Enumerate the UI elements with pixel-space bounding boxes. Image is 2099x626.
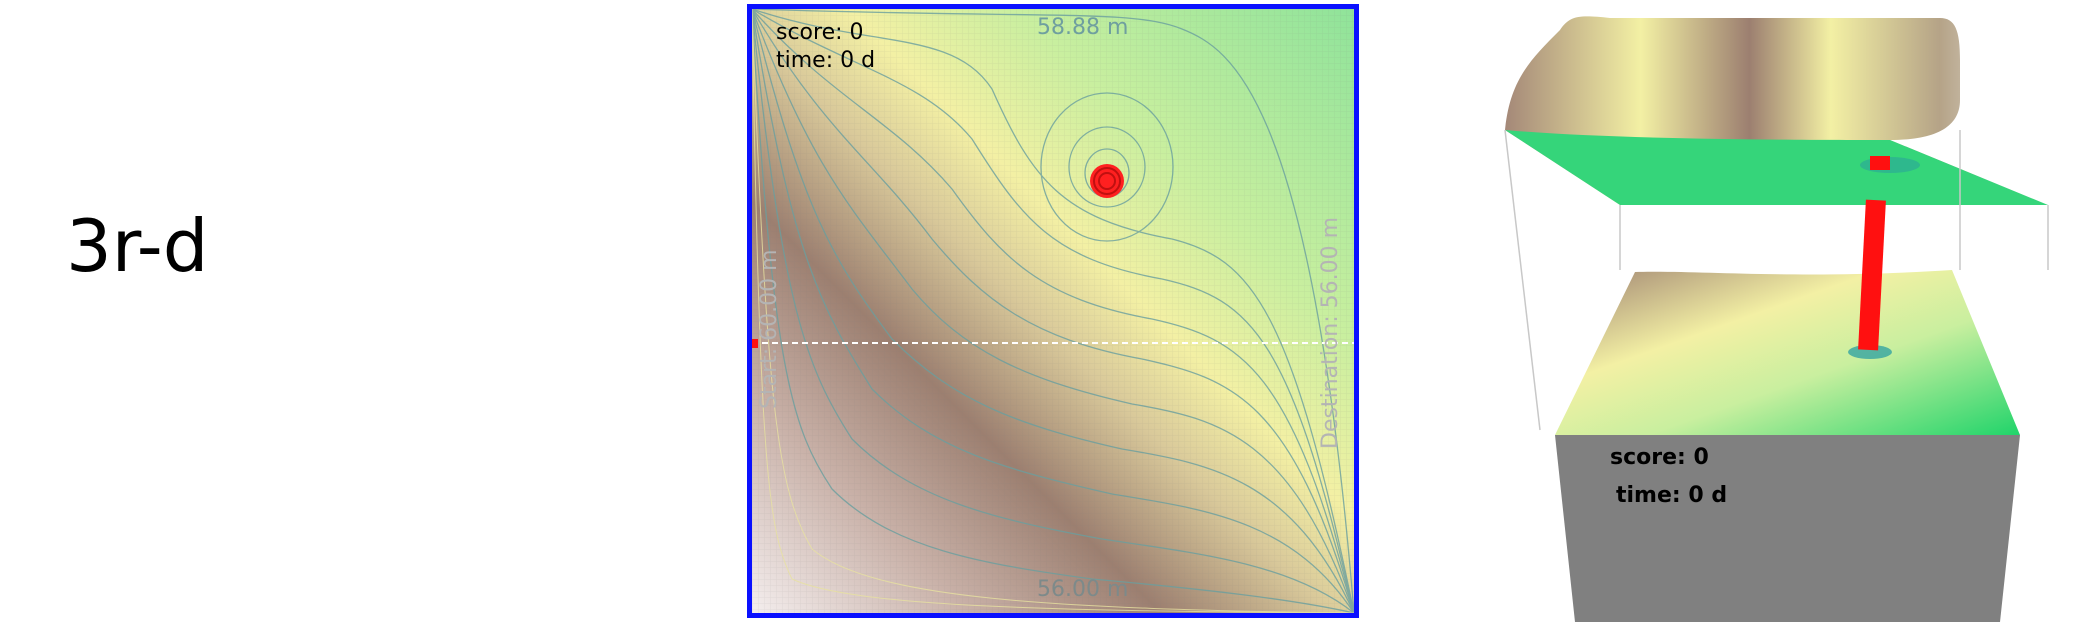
destination-label: Destination: 56.00 m <box>1318 217 1343 449</box>
score-text: score: 0 <box>776 20 864 45</box>
terrain-2d: 58.88 m 56.00 m Start: 60.00 m Destinati… <box>752 9 1354 613</box>
score-text-3d: score: 0 <box>1610 445 1709 470</box>
obstacle-marker <box>1090 164 1124 198</box>
map-3d-view[interactable]: score: 0 time: 0 d <box>1500 0 2090 622</box>
start-label: Start: 60.00 m <box>757 249 782 409</box>
mode-label: 3r-d <box>66 204 209 288</box>
time-text: time: 0 d <box>776 47 876 73</box>
hud-2d: score: 0 time: 0 d <box>776 19 875 74</box>
terrain-3d <box>1504 16 2049 622</box>
contour-label-bottom: 56.00 m <box>1037 577 1128 602</box>
contour-label-top: 58.88 m <box>1037 15 1128 40</box>
hud-3d: score: 0 time: 0 d <box>1610 444 1727 509</box>
obstacle-3d <box>1858 199 1886 351</box>
start-marker <box>752 339 758 348</box>
time-text-3d: time: 0 d <box>1616 482 1728 508</box>
map-2d-view[interactable]: 58.88 m 56.00 m Start: 60.00 m Destinati… <box>747 4 1359 618</box>
contour-lines <box>752 9 1354 613</box>
